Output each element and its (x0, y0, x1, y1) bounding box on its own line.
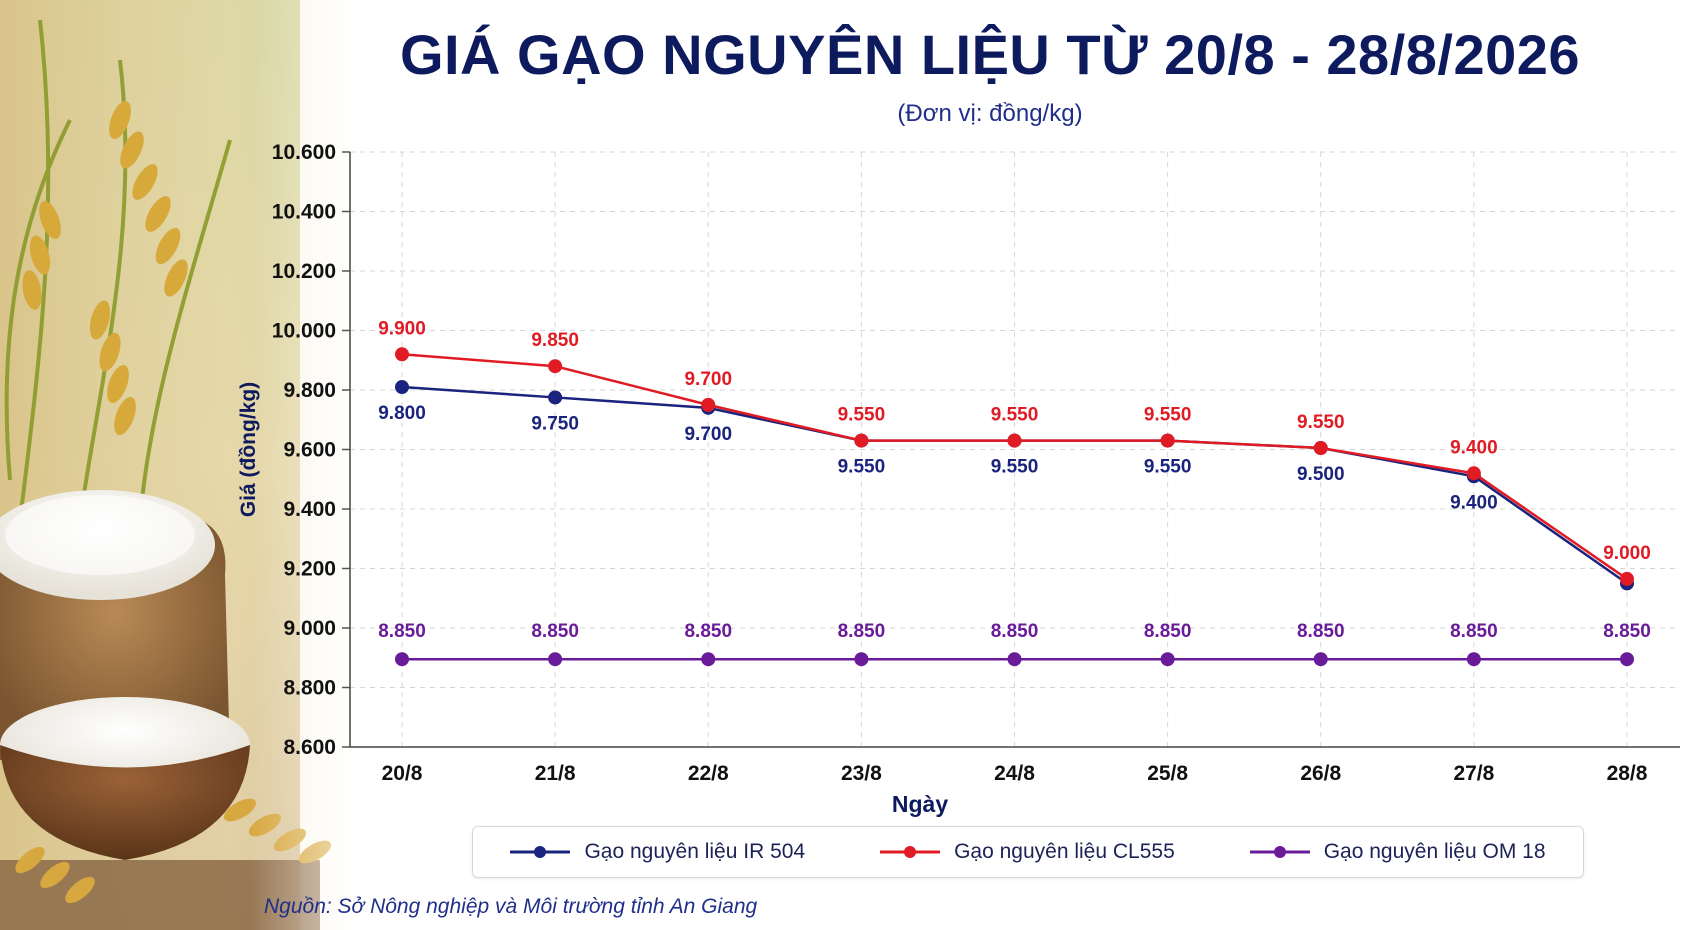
chart-legend: Gạo nguyên liệu IR 504 Gạo nguyên liệu C… (472, 826, 1584, 878)
data-label-0: 9.700 (684, 424, 732, 445)
data-label-0: 9.750 (531, 413, 579, 434)
data-point-0 (548, 390, 563, 405)
data-label-0: 9.550 (991, 457, 1039, 478)
x-tick-label: 26/8 (1300, 762, 1341, 785)
data-point-1 (1466, 466, 1481, 481)
data-label-2: 8.850 (1297, 621, 1345, 642)
data-point-1 (1313, 441, 1328, 456)
data-label-1: 9.550 (838, 405, 886, 426)
y-tick-label: 9.800 (283, 379, 336, 402)
data-label-1: 9.400 (1450, 437, 1498, 458)
chart-subtitle: (Đơn vị: đồng/kg) (897, 100, 1083, 127)
data-point-1 (1160, 433, 1175, 448)
x-axis-label: Ngày (892, 791, 948, 817)
data-label-0: 9.800 (378, 403, 426, 424)
x-tick-label: 28/8 (1607, 762, 1648, 785)
legend-swatch-cl555 (880, 846, 941, 858)
y-tick-label: 10.200 (272, 260, 336, 283)
legend-swatch-om18 (1249, 846, 1310, 858)
y-tick-label: 9.000 (283, 617, 336, 640)
legend-label-om18: Gạo nguyên liệu OM 18 (1323, 840, 1546, 863)
legend-item-ir504[interactable]: Gạo nguyên liệu IR 504 (510, 840, 805, 864)
data-point-1 (548, 359, 563, 374)
data-point-1 (395, 347, 409, 362)
data-label-0: 9.500 (1297, 464, 1345, 485)
data-label-1: 9.700 (684, 369, 732, 390)
data-label-0: 9.550 (838, 457, 886, 478)
x-tick-label: 22/8 (688, 762, 729, 785)
data-label-1: 9.550 (1144, 405, 1192, 426)
legend-label-ir504: Gạo nguyên liệu IR 504 (584, 840, 806, 863)
data-label-1: 9.900 (378, 318, 426, 339)
data-point-1 (701, 397, 716, 412)
y-tick-label: 10.000 (272, 320, 336, 343)
data-label-0: 9.400 (1450, 492, 1498, 513)
data-label-2: 8.850 (1144, 621, 1192, 642)
data-point-2 (1620, 652, 1634, 667)
data-point-2 (1160, 652, 1175, 667)
legend-item-cl555[interactable]: Gạo nguyên liệu CL555 (880, 840, 1175, 864)
x-tick-label: 24/8 (994, 762, 1035, 785)
data-point-2 (548, 652, 563, 667)
legend-label-cl555: Gạo nguyên liệu CL555 (954, 840, 1175, 863)
data-point-1 (1007, 433, 1022, 448)
data-label-2: 8.850 (838, 621, 886, 642)
data-point-1 (854, 433, 869, 448)
x-tick-label: 21/8 (535, 762, 576, 785)
data-point-2 (1007, 652, 1022, 667)
data-label-2: 8.850 (378, 621, 426, 642)
data-point-2 (854, 652, 869, 667)
y-tick-label: 10.600 (272, 141, 336, 164)
y-tick-label: 9.600 (283, 439, 336, 462)
data-label-2: 8.850 (684, 621, 732, 642)
y-tick-label: 8.600 (283, 736, 336, 759)
y-tick-label: 9.200 (283, 558, 336, 581)
legend-swatch-ir504 (510, 846, 571, 858)
data-label-0: 9.550 (1144, 457, 1192, 478)
y-tick-label: 8.800 (283, 677, 336, 700)
x-tick-label: 27/8 (1453, 762, 1494, 785)
x-tick-label: 23/8 (841, 762, 882, 785)
y-axis-label: Giá (đồng/kg) (237, 382, 260, 517)
data-point-2 (701, 652, 716, 667)
data-label-2: 8.850 (1450, 621, 1498, 642)
data-point-1 (1620, 571, 1634, 586)
data-label-2: 8.850 (531, 621, 579, 642)
y-tick-label: 9.400 (283, 498, 336, 521)
data-label-2: 8.850 (1603, 621, 1651, 642)
source-note: Nguồn: Sở Nông nghiệp và Môi trường tỉnh… (264, 895, 758, 918)
data-label-1: 9.850 (531, 330, 579, 351)
data-point-2 (1466, 652, 1481, 667)
data-label-2: 8.850 (991, 621, 1039, 642)
legend-item-om18[interactable]: Gạo nguyên liệu OM 18 (1249, 840, 1546, 864)
data-label-1: 9.000 (1603, 543, 1651, 564)
data-point-2 (1313, 652, 1328, 667)
chart-title: GIÁ GẠO NGUYÊN LIỆU TỪ 20/8 - 28/8/2026 (399, 23, 1581, 86)
data-label-1: 9.550 (1297, 412, 1345, 433)
data-label-1: 9.550 (991, 405, 1039, 426)
data-point-0 (395, 380, 409, 395)
x-tick-label: 25/8 (1147, 762, 1188, 785)
data-point-2 (395, 652, 409, 667)
y-tick-label: 10.400 (272, 201, 336, 224)
x-tick-label: 20/8 (382, 762, 423, 785)
